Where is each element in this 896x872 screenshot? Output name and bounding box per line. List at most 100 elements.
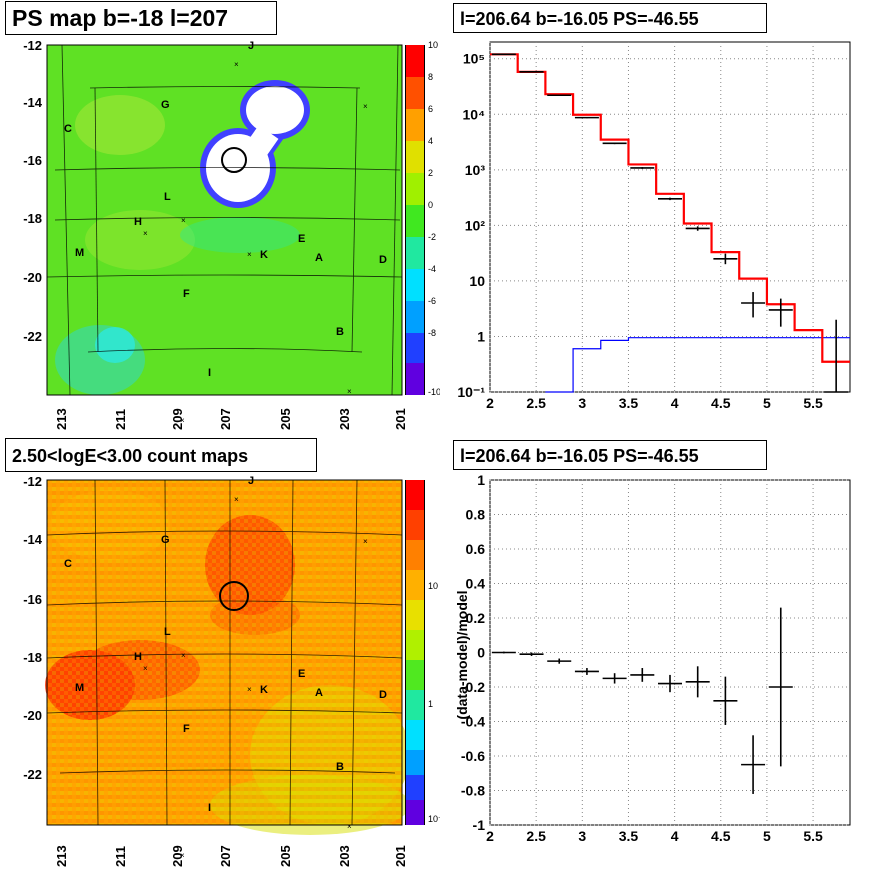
source-marker: × bbox=[143, 664, 148, 673]
residual-x-tick: 4 bbox=[671, 828, 679, 844]
residual-y-tick: -1 bbox=[473, 817, 486, 833]
ps-colorbar-tick: -8 bbox=[428, 328, 436, 338]
spectrum-x-tick: 5.5 bbox=[803, 395, 823, 411]
ps-source-blob bbox=[200, 80, 310, 208]
cnt-x-tick: 203 bbox=[337, 845, 352, 867]
ps-colorbar-tick: 0 bbox=[428, 200, 433, 210]
ps-y-tick: -22 bbox=[23, 329, 42, 344]
ps-colorbar-tick: 4 bbox=[428, 136, 433, 146]
source-label-b: B bbox=[336, 761, 344, 773]
residual-x-tick: 3.5 bbox=[619, 828, 639, 844]
residual-y-tick: 0 bbox=[477, 645, 485, 661]
spectrum-model-step-line bbox=[490, 53, 850, 363]
source-label-h: H bbox=[134, 216, 142, 228]
spectrum-data-point bbox=[630, 167, 655, 169]
residual-x-tick: 3 bbox=[578, 828, 586, 844]
cnt-x-tick: 201 bbox=[393, 845, 408, 867]
source-marker: × bbox=[180, 416, 185, 425]
cnt-y-tick: -20 bbox=[23, 708, 42, 723]
source-label-m: M bbox=[75, 247, 84, 259]
spectrum-x-tick: 2 bbox=[486, 395, 494, 411]
ps-colorbar-tick: -10 bbox=[428, 387, 440, 397]
source-marker: × bbox=[347, 822, 352, 831]
source-label-i: I bbox=[208, 367, 211, 379]
ps-colorbar-tick: 10 bbox=[428, 40, 438, 50]
cnt-y-tick: -16 bbox=[23, 592, 42, 607]
spectrum-data-point bbox=[768, 298, 793, 327]
cnt-y-tick: -12 bbox=[23, 475, 42, 489]
source-label-a: A bbox=[315, 687, 323, 699]
spectrum-y-tick: 10⁻¹ bbox=[457, 384, 485, 400]
spectrum-data-point bbox=[741, 292, 766, 318]
source-label-g: G bbox=[161, 99, 170, 111]
count-map-heatmap bbox=[45, 479, 410, 835]
cnt-x-tick: 213 bbox=[54, 845, 69, 867]
ps-map-heatmap bbox=[46, 44, 403, 396]
spectrum-panel: 2 2.5 3 3.5 4 4.5 5 5.5 10⁻¹ 1 10 10² 10³ 10⁴ 10⁵ bbox=[457, 41, 851, 411]
ps-colorbar-tick: -4 bbox=[428, 264, 436, 274]
spectrum-x-tick: 3.5 bbox=[619, 395, 639, 411]
ps-y-tick: -14 bbox=[23, 95, 43, 110]
ps-target-circle bbox=[221, 147, 247, 173]
residual-y-tick: 1 bbox=[477, 475, 485, 488]
source-marker: × bbox=[180, 851, 185, 860]
residual-data-point bbox=[685, 666, 710, 698]
spectrum-data-point bbox=[824, 319, 849, 393]
source-marker: × bbox=[247, 250, 252, 259]
source-marker: × bbox=[247, 685, 252, 694]
ps-x-tick: 207 bbox=[218, 408, 233, 430]
source-label-j: J bbox=[248, 475, 254, 487]
ps-x-tick: 205 bbox=[278, 408, 293, 430]
spectrum-x-tick: 3 bbox=[578, 395, 586, 411]
source-label-j: J bbox=[248, 40, 254, 52]
ps-x-tick: 201 bbox=[393, 408, 408, 430]
ps-y-tick: -18 bbox=[23, 211, 42, 226]
spectrum-data-point bbox=[602, 142, 627, 145]
ps-x-tick: 203 bbox=[337, 408, 352, 430]
source-marker: × bbox=[234, 495, 239, 504]
residual-y-tick: 0.8 bbox=[466, 507, 486, 523]
source-label-l: L bbox=[164, 626, 171, 638]
source-marker: × bbox=[181, 216, 186, 225]
source-label-b: B bbox=[336, 326, 344, 338]
ps-y-tick: -20 bbox=[23, 270, 42, 285]
source-marker: × bbox=[347, 387, 352, 396]
residual-data-point bbox=[630, 668, 655, 682]
cnt-colorbar-tick: 10⁻¹ bbox=[428, 814, 440, 824]
source-label-c: C bbox=[64, 558, 72, 570]
spectrum-y-tick: 10⁵ bbox=[463, 51, 485, 67]
count-map-graticule bbox=[46, 479, 403, 826]
cnt-x-tick: 207 bbox=[218, 845, 233, 867]
spectrum-x-tick: 4.5 bbox=[711, 395, 731, 411]
residual-data-point bbox=[602, 673, 627, 684]
spectrum-data-point bbox=[658, 197, 682, 201]
residual-data-point bbox=[713, 676, 738, 725]
cnt-colorbar-tick: 10 bbox=[428, 581, 438, 591]
residual-y-tick: -0.8 bbox=[461, 783, 485, 799]
residual-panel: 2 2.5 3 3.5 4 4.5 5 5.5 1 0.8 0.6 0.4 0.2 0 -0.2 -0.4 -… bbox=[454, 475, 851, 844]
residual-y-tick: -0.4 bbox=[461, 714, 485, 730]
source-label-c: C bbox=[64, 123, 72, 135]
ps-x-tick: 211 bbox=[113, 409, 128, 430]
spectrum-data-point bbox=[685, 226, 710, 231]
spectrum-y-tick: 10³ bbox=[465, 162, 486, 178]
source-label-m: M bbox=[75, 682, 84, 694]
residual-y-tick: 0.6 bbox=[466, 541, 486, 557]
residual-data-point bbox=[547, 658, 572, 664]
ps-colorbar-tick: 2 bbox=[428, 168, 433, 178]
cnt-x-tick: 209 bbox=[170, 845, 185, 867]
source-label-g: G bbox=[161, 534, 170, 546]
ps-colorbar-tick: 6 bbox=[428, 104, 433, 114]
ps-colorbar bbox=[405, 45, 425, 395]
spectrum-y-tick: 10⁴ bbox=[463, 106, 486, 122]
residual-y-tick: -0.2 bbox=[461, 679, 485, 695]
spectrum-blue-step-line bbox=[545, 337, 850, 393]
count-colorbar bbox=[405, 480, 425, 825]
count-target-circle bbox=[219, 581, 249, 611]
source-label-e: E bbox=[298, 233, 305, 245]
ps-colorbar-tick: 8 bbox=[428, 72, 433, 82]
cnt-x-tick: 205 bbox=[278, 845, 293, 867]
spectrum-y-tick: 10² bbox=[465, 217, 486, 233]
spectrum-x-tick: 5 bbox=[763, 395, 771, 411]
residual-data-point bbox=[741, 735, 766, 794]
